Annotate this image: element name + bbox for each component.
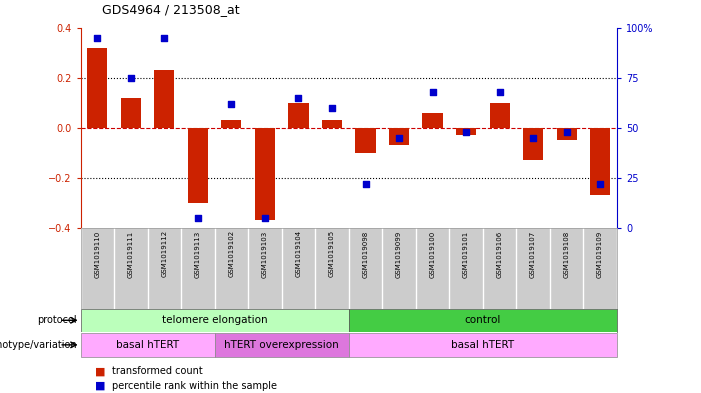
Bar [222,120,241,128]
Bar [456,128,476,135]
Text: GSM1019099: GSM1019099 [396,230,402,277]
Text: GSM1019111: GSM1019111 [128,230,134,277]
FancyBboxPatch shape [81,309,349,332]
Text: hTERT overexpression: hTERT overexpression [224,340,339,350]
FancyBboxPatch shape [81,332,215,357]
FancyBboxPatch shape [215,332,349,357]
Text: GSM1019113: GSM1019113 [195,230,201,277]
Bar [121,97,141,128]
Text: GSM1019109: GSM1019109 [597,230,603,277]
Point [461,129,472,135]
Point [92,35,103,41]
Bar [389,128,409,145]
Text: percentile rank within the sample: percentile rank within the sample [112,381,277,391]
FancyBboxPatch shape [349,309,617,332]
Text: GSM1019103: GSM1019103 [262,230,268,277]
Text: transformed count: transformed count [112,366,203,376]
Text: GSM1019101: GSM1019101 [463,230,469,277]
Bar [557,128,577,140]
Point [327,105,338,111]
Text: GSM1019112: GSM1019112 [161,230,168,277]
Bar [88,48,107,128]
Point [259,215,271,221]
Point [159,35,170,41]
Text: GDS4964 / 213508_at: GDS4964 / 213508_at [102,3,239,16]
Text: control: control [465,315,501,325]
Text: GSM1019102: GSM1019102 [229,230,234,277]
Point [393,134,404,141]
Text: basal hTERT: basal hTERT [116,340,179,350]
Text: basal hTERT: basal hTERT [451,340,515,350]
Bar [423,113,442,128]
Bar [154,70,175,128]
Text: ■: ■ [95,366,105,376]
Point [594,181,606,187]
Bar [255,128,275,220]
Text: GSM1019105: GSM1019105 [329,230,335,277]
Text: GSM1019108: GSM1019108 [564,230,570,277]
Bar [188,128,208,203]
Text: GSM1019104: GSM1019104 [296,230,301,277]
Text: GSM1019100: GSM1019100 [430,230,435,277]
Text: protocol: protocol [37,315,77,325]
Bar [288,103,308,128]
Bar [355,128,376,153]
Point [192,215,203,221]
Point [561,129,572,135]
Text: GSM1019098: GSM1019098 [362,230,369,277]
Point [360,181,371,187]
Text: GSM1019107: GSM1019107 [530,230,536,277]
Text: GSM1019110: GSM1019110 [95,230,100,277]
Point [527,134,538,141]
Point [293,94,304,101]
Bar [523,128,543,160]
Text: ■: ■ [95,381,105,391]
FancyBboxPatch shape [349,332,617,357]
Point [226,101,237,107]
Bar [590,128,610,195]
Point [494,88,505,95]
Text: genotype/variation: genotype/variation [0,340,77,350]
Point [125,75,137,81]
Text: telomere elongation: telomere elongation [162,315,268,325]
Text: GSM1019106: GSM1019106 [496,230,503,277]
Point [427,88,438,95]
Bar [322,120,342,128]
Bar [489,103,510,128]
